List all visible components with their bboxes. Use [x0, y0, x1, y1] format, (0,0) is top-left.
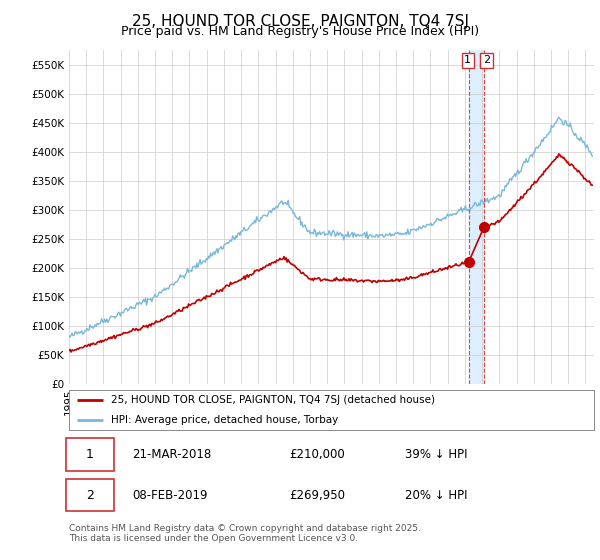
Text: 20% ↓ HPI: 20% ↓ HPI — [405, 488, 467, 502]
Text: £210,000: £210,000 — [290, 447, 345, 461]
Text: £269,950: £269,950 — [290, 488, 346, 502]
Text: 2: 2 — [86, 488, 94, 502]
Text: Contains HM Land Registry data © Crown copyright and database right 2025.
This d: Contains HM Land Registry data © Crown c… — [69, 524, 421, 543]
Text: Price paid vs. HM Land Registry's House Price Index (HPI): Price paid vs. HM Land Registry's House … — [121, 25, 479, 38]
Text: 25, HOUND TOR CLOSE, PAIGNTON, TQ4 7SJ (detached house): 25, HOUND TOR CLOSE, PAIGNTON, TQ4 7SJ (… — [111, 395, 435, 405]
Bar — [469, 50, 484, 384]
Text: 08-FEB-2019: 08-FEB-2019 — [132, 488, 208, 502]
Text: 21-MAR-2018: 21-MAR-2018 — [132, 447, 211, 461]
Text: 1: 1 — [86, 447, 94, 461]
Text: 39% ↓ HPI: 39% ↓ HPI — [405, 447, 467, 461]
Text: 2: 2 — [483, 55, 490, 66]
Text: 1: 1 — [464, 55, 472, 66]
FancyBboxPatch shape — [67, 479, 113, 511]
Text: 25, HOUND TOR CLOSE, PAIGNTON, TQ4 7SJ: 25, HOUND TOR CLOSE, PAIGNTON, TQ4 7SJ — [131, 14, 469, 29]
Text: HPI: Average price, detached house, Torbay: HPI: Average price, detached house, Torb… — [111, 415, 338, 425]
FancyBboxPatch shape — [67, 438, 113, 470]
